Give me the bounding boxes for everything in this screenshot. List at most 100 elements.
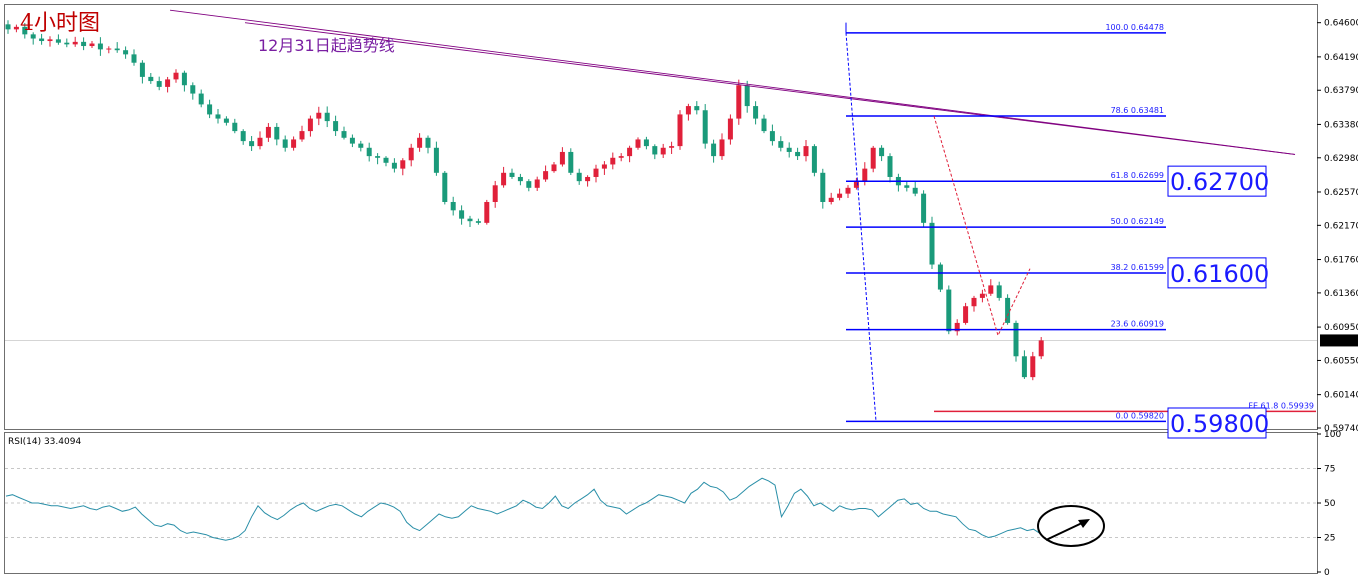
fib-level-label: 38.2 0.61599 xyxy=(1111,263,1164,272)
candle-body xyxy=(576,172,582,182)
candle-body xyxy=(820,172,826,202)
candle-body xyxy=(299,131,305,140)
fib-level-label: 50.0 0.62149 xyxy=(1111,217,1164,226)
price-tick-label: 0.61760 xyxy=(1324,256,1358,266)
candle-body xyxy=(190,85,196,94)
price-tick-label: 0.59740 xyxy=(1324,424,1358,434)
candle-body xyxy=(375,156,381,158)
candle-body xyxy=(601,164,607,169)
rsi-tick-label: 75 xyxy=(1324,465,1335,475)
candle-body xyxy=(232,122,238,132)
fib-level-label: 0.0 0.59820 xyxy=(1116,411,1164,420)
candle-body xyxy=(249,141,255,147)
price-tick-label: 0.63790 xyxy=(1324,86,1358,96)
candle-body xyxy=(593,168,599,177)
candle-body xyxy=(694,106,700,111)
candle-body xyxy=(1005,297,1011,323)
candle-body xyxy=(81,41,87,47)
candle-body xyxy=(165,79,171,87)
candle-body xyxy=(39,38,45,42)
candle-body xyxy=(585,176,591,182)
candle-body xyxy=(366,147,372,157)
candle-body xyxy=(996,285,1002,298)
rsi-tick-label: 25 xyxy=(1324,534,1335,544)
candle-body xyxy=(442,172,448,202)
candle-body xyxy=(912,187,918,194)
fib-level-label: 23.6 0.60919 xyxy=(1111,320,1164,329)
candle-body xyxy=(459,210,465,219)
candle-body xyxy=(291,139,297,148)
candle-body xyxy=(887,156,893,177)
key-level-box xyxy=(1167,165,1267,197)
candle-body xyxy=(64,42,70,45)
candle-body xyxy=(954,322,960,332)
candle-body xyxy=(786,147,792,152)
candle-body xyxy=(795,151,801,157)
candle-body xyxy=(543,171,549,180)
key-level-label: 0.59800 xyxy=(1170,410,1269,438)
candle-body xyxy=(106,48,112,50)
candle-body xyxy=(988,285,994,294)
candle-body xyxy=(845,187,851,194)
candle-body xyxy=(383,157,389,163)
rsi-plot xyxy=(5,468,1317,547)
annotation-arrow-head xyxy=(1078,519,1090,528)
key-level-box xyxy=(1167,407,1267,439)
candle-body xyxy=(904,185,910,188)
candle-body xyxy=(669,146,675,148)
candle-body xyxy=(761,118,767,132)
candle-body xyxy=(30,34,36,39)
candle-body xyxy=(475,221,481,223)
candle-body xyxy=(517,176,523,182)
candle-body xyxy=(408,147,414,161)
candle-body xyxy=(139,62,145,77)
candle-body xyxy=(509,172,515,177)
current-price-label: 0.60790 xyxy=(1322,336,1358,346)
candle-body xyxy=(635,139,641,148)
candle-body xyxy=(89,43,95,47)
candle-body xyxy=(828,197,834,202)
candle-body xyxy=(223,118,229,123)
candle-body xyxy=(207,104,213,115)
candle-body xyxy=(333,121,339,132)
candle-body xyxy=(123,50,129,55)
candle-body xyxy=(870,147,876,169)
candle-body xyxy=(618,156,624,158)
candle-body xyxy=(400,160,406,169)
candle-body xyxy=(853,181,859,188)
price-tick-label: 0.62570 xyxy=(1324,188,1358,198)
annotation-ellipse xyxy=(1037,505,1105,547)
candle-body xyxy=(114,48,120,51)
price-tick-label: 0.60950 xyxy=(1324,323,1358,333)
candle-body xyxy=(131,54,137,63)
candle-body xyxy=(862,168,868,182)
price-tick-label: 0.61360 xyxy=(1324,289,1358,299)
candle-body xyxy=(484,201,490,223)
price-tick-label: 0.64190 xyxy=(1324,53,1358,63)
candle-body xyxy=(610,157,616,165)
rsi-series-line xyxy=(5,477,1041,541)
price-tick-label: 0.63380 xyxy=(1324,120,1358,130)
fib-level-label: 78.6 0.63481 xyxy=(1111,106,1164,115)
candle-body xyxy=(13,26,19,30)
candle-body xyxy=(450,201,456,211)
candle-body xyxy=(837,193,843,198)
annotation-arrow-shaft xyxy=(1045,522,1083,541)
candle-body xyxy=(173,72,179,80)
candle-body xyxy=(811,146,817,173)
candle-body xyxy=(979,293,985,298)
candle-body xyxy=(148,76,154,82)
candle-body xyxy=(341,131,347,138)
candle-body xyxy=(937,264,943,290)
chart-title: 4小时图 xyxy=(20,11,100,36)
candle-body xyxy=(652,146,658,155)
price-tick-label: 0.60140 xyxy=(1324,391,1358,401)
rsi-tick-label: 0 xyxy=(1324,568,1330,578)
candle-body xyxy=(257,137,263,147)
candle-body xyxy=(879,147,885,157)
candle-body xyxy=(711,143,717,157)
candle-body xyxy=(198,93,204,105)
candle-body xyxy=(22,26,28,35)
candle-body xyxy=(181,72,187,86)
trendline-label: 12月31日起趋势线 xyxy=(258,36,395,55)
